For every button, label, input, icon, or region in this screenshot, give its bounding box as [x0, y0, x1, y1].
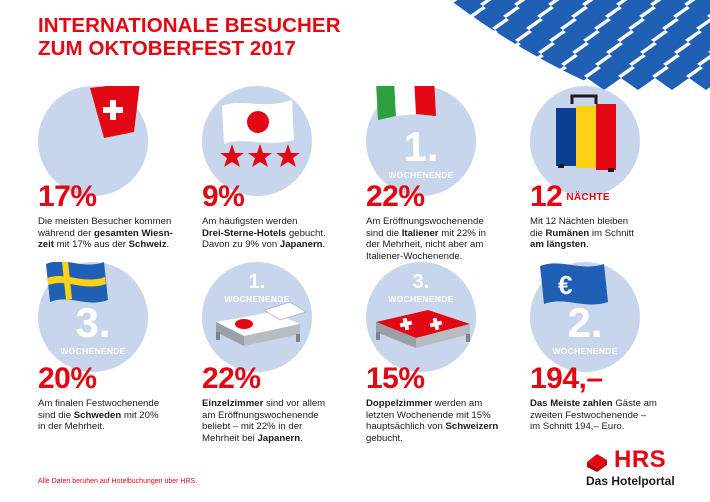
- bavaria-diamond: [439, 42, 473, 66]
- stat-value: 9%: [202, 180, 245, 213]
- bavaria-diamond: [416, 30, 450, 54]
- stat-card-single-room: 1. WOCHENENDE 22% Einzelzimmer sind vor …: [202, 262, 362, 482]
- logo-brand: HRS: [614, 446, 667, 473]
- stat-card-japan: 9% Am häufigsten werden Drei-Sterne-Hote…: [202, 86, 362, 306]
- weekend-label: WOCHENENDE: [552, 346, 618, 356]
- bavaria-diamond: [450, 30, 484, 54]
- stat-circle: [530, 86, 640, 196]
- bavaria-diamond: [462, 54, 496, 78]
- stat-card-italy: 1. WOCHENENDE 22% Am Eröffnungswochenend…: [366, 86, 526, 306]
- stat-circle: 1. WOCHENENDE: [366, 86, 476, 196]
- hrs-logo[interactable]: HRS Das Hotelportal: [584, 446, 694, 490]
- stat-description: Doppelzimmer werden am letzten Wochenend…: [366, 398, 499, 444]
- bavaria-diamond: [427, 18, 461, 42]
- sweden-flag-icon: [46, 262, 108, 303]
- weekend-number: 3.: [412, 271, 430, 293]
- stat-description: Am Eröffnungswochenende sind die Italien…: [366, 216, 486, 262]
- euro-flag-icon: €: [540, 263, 608, 305]
- stat-circle: € 2. WOCHENENDE: [530, 262, 640, 372]
- stat-circle: [202, 86, 312, 196]
- weekend-number: 1.: [248, 271, 266, 293]
- bavaria-diamond: [358, 0, 392, 6]
- stat-description: Am finalen Festwochenende sind die Schwe…: [38, 398, 160, 433]
- weekend-label: WOCHENENDE: [60, 346, 126, 356]
- weekend-number: 3.: [75, 299, 111, 346]
- bavaria-diamond: [381, 0, 415, 18]
- stat-value: 12 NÄCHTE: [530, 180, 610, 213]
- stat-description: Einzelzimmer sind vor allem am Eröffnung…: [202, 398, 326, 444]
- bavaria-diamond: [348, 30, 382, 54]
- stat-value: 194,–: [530, 362, 603, 395]
- bavaria-diamond: [359, 18, 393, 42]
- stat-card-euro: € 2. WOCHENENDE 194,– Das Meiste zahlen …: [530, 262, 690, 482]
- weekend-label: WOCHENENDE: [224, 294, 290, 304]
- stat-value: 22%: [202, 362, 261, 395]
- stat-card-sweden: 3. WOCHENENDE 20% Am finalen Festwochene…: [38, 262, 198, 482]
- bavaria-diamond: [655, 66, 689, 90]
- italy-flag-icon: [376, 86, 436, 120]
- single-bed-japan-icon: [216, 301, 308, 346]
- bavaria-diamond: [621, 66, 655, 90]
- weekend-label: WOCHENENDE: [388, 294, 454, 304]
- bavaria-diamond: [347, 0, 381, 18]
- bavaria-diamond: [392, 0, 426, 6]
- bavaria-diamond: [336, 6, 370, 30]
- double-bed-swiss-icon: [376, 310, 470, 348]
- japan-flag-three-stars-icon: [220, 100, 300, 167]
- stat-description: Die meisten Besucher kommen während der …: [38, 216, 173, 251]
- bavaria-diamond: [405, 42, 439, 66]
- bavaria-diamond: [330, 0, 358, 6]
- stat-circle: 3. WOCHENENDE: [366, 262, 476, 372]
- bavaria-diamond: [404, 6, 438, 30]
- stat-description: Am häufigsten werden Drei-Sterne-Hotels …: [202, 216, 326, 251]
- stat-value: 15%: [366, 362, 425, 395]
- stat-circle: 3. WOCHENENDE: [38, 262, 148, 372]
- footnote: Alle Daten beruhen auf Hotelbuchungen üb…: [38, 478, 198, 485]
- swiss-flag-icon: [90, 86, 140, 138]
- hrs-bed-icon: [587, 454, 607, 472]
- stat-value: 20%: [38, 362, 97, 395]
- stat-description: Mit 12 Nächten bleiben die Rumänen im Sc…: [530, 216, 634, 251]
- stat-card-romania: 12 NÄCHTE Mit 12 Nächten bleiben die Rumä…: [530, 86, 690, 306]
- bavaria-diamond: [689, 66, 710, 90]
- bavaria-diamond: [371, 42, 405, 66]
- bavaria-diamond: [496, 54, 530, 78]
- stat-description: Das Meiste zahlen Gäste am zweiten Festw…: [530, 398, 657, 433]
- page-title: INTERNATIONALE BESUCHER ZUM OKTOBERFEST …: [38, 14, 341, 60]
- bavaria-diamond: [393, 18, 427, 42]
- stat-value: 22%: [366, 180, 425, 213]
- weekend-number: 2.: [567, 299, 603, 346]
- bavaria-diamond: [473, 42, 507, 66]
- bavaria-diamond: [370, 6, 404, 30]
- stat-circle: [38, 86, 148, 196]
- logo-tagline: Das Hotelportal: [586, 474, 675, 488]
- stat-value: 17%: [38, 180, 97, 213]
- stat-circle: 1. WOCHENENDE: [202, 262, 312, 372]
- weekend-number: 1.: [403, 123, 439, 170]
- romania-suitcase-icon: [556, 94, 616, 172]
- bavaria-diamond: [382, 30, 416, 54]
- bavaria-diamond: [415, 0, 449, 18]
- stat-card-double-room: 3. WOCHENENDE 15% Doppelzimmer werden am…: [366, 262, 526, 482]
- bavaria-diamond: [394, 54, 428, 78]
- stat-unit: NÄCHTE: [566, 192, 610, 204]
- svg-text:€: €: [558, 270, 572, 300]
- stat-card-switzerland: 17% Die meisten Besucher kommen während …: [38, 86, 198, 306]
- bavaria-diamond: [360, 54, 394, 78]
- bavaria-diamond: [587, 66, 621, 90]
- bavaria-diamond: [337, 42, 371, 66]
- weekend-label: WOCHENENDE: [388, 170, 454, 180]
- bavaria-diamond: [428, 54, 462, 78]
- bavarian-diamond-pattern: [330, 0, 710, 120]
